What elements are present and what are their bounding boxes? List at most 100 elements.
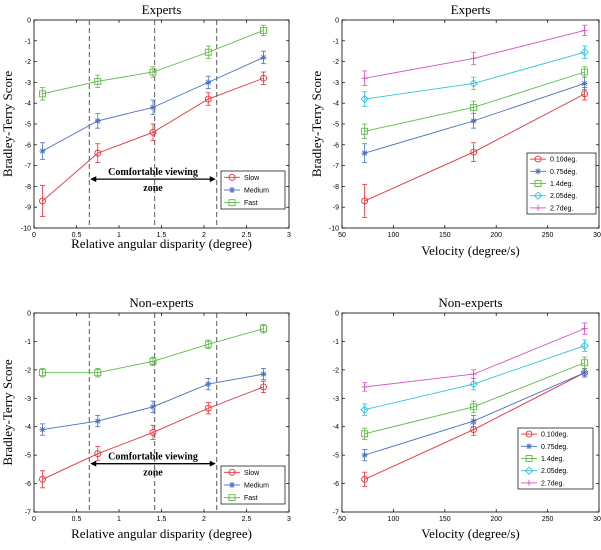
legend-marker <box>525 455 533 462</box>
data-point <box>94 418 101 425</box>
y-tick-label: 0 <box>27 311 31 318</box>
legend-label: 2.05deg. <box>550 193 577 200</box>
legend-marker <box>526 479 532 486</box>
y-axis-label: Bradley-Terry Score <box>0 359 15 466</box>
data-point <box>361 75 368 82</box>
y-tick-label: -6 <box>25 481 31 488</box>
data-point <box>94 369 102 377</box>
y-tick-label: -7 <box>25 163 31 170</box>
y-tick-label: -9 <box>333 205 339 212</box>
x-tick-label: 0.5 <box>72 516 82 523</box>
x-tick-label: 250 <box>542 516 554 523</box>
y-tick-label: -1 <box>25 339 31 346</box>
data-point <box>94 149 102 157</box>
x-tick-label: 1 <box>117 232 121 239</box>
data-point <box>260 26 267 34</box>
data-point <box>204 95 212 103</box>
annotation-text: zone <box>143 183 163 194</box>
y-tick-label: 0 <box>27 18 31 25</box>
data-point <box>94 117 101 124</box>
data-point <box>149 128 157 136</box>
y-tick-label: -8 <box>333 184 339 191</box>
series-0-10deg- <box>361 87 589 219</box>
data-point <box>580 48 589 57</box>
chart-title: Non-experts <box>129 295 193 310</box>
chart-panel-4: 50 100 150 200 250 300 -7 -6 -5 -4 -3 -2 -1 0 Non-expe… <box>333 295 601 541</box>
legend: Slow Medium Fast <box>220 465 286 505</box>
chart-panel-1: 0 0.5 1 1.5 2 2.5 3-10-9-8-7-6-5-4-3-2-10Exper… <box>0 2 291 251</box>
x-axis-label: Velocity (degree/s) <box>421 526 520 541</box>
data-point <box>581 359 589 367</box>
y-tick-label: -8 <box>25 184 31 191</box>
y-tick-label: -7 <box>333 510 339 517</box>
data-point <box>204 404 212 412</box>
annotation-arrowhead-left <box>90 176 97 183</box>
y-tick-label: -2 <box>25 59 31 66</box>
legend-label: 0.75deg. <box>541 444 568 451</box>
series-fast <box>39 323 267 378</box>
data-point <box>260 325 267 333</box>
y-tick-label: -1 <box>25 38 31 45</box>
x-axis-label: Relative angular disparity (degree) <box>71 236 252 251</box>
series-slow <box>39 71 267 217</box>
x-tick-label: 100 <box>388 516 400 523</box>
data-point <box>581 80 588 87</box>
chart-title: Experts <box>142 2 182 17</box>
x-tick-label: 150 <box>439 232 451 239</box>
y-tick-label: -2 <box>333 59 339 66</box>
y-axis-label: Bradley-Terry Score <box>0 71 15 178</box>
chart-panel-2: 50100150200250300-10-9-8-7-6-5-4-3-2-10E… <box>309 2 601 258</box>
data-point <box>94 450 102 458</box>
legend-marker <box>228 494 236 502</box>
x-tick-label: 100 <box>388 232 400 239</box>
legend-label: Fast <box>244 495 258 502</box>
data-point <box>581 27 588 34</box>
y-tick-label: -5 <box>25 122 31 129</box>
x-tick-label: 300 <box>593 516 601 523</box>
x-tick-label: 0.5 <box>72 232 82 239</box>
y-tick-label: -4 <box>333 424 339 431</box>
data-point <box>361 197 369 205</box>
data-point <box>361 475 369 483</box>
legend-label: Medium <box>244 483 269 490</box>
data-point <box>150 403 156 410</box>
x-tick-label: 1 <box>117 516 121 523</box>
legend: 0.10deg. 0.75deg. 1.4deg. 2.05deg. 2.7deg. <box>517 427 594 490</box>
legend-label: Medium <box>244 188 269 195</box>
legend-label: 2.7deg. <box>550 205 573 212</box>
x-tick-label: 150 <box>439 516 451 523</box>
y-tick-label: -4 <box>25 424 31 431</box>
series-2-7deg- <box>361 322 588 392</box>
series-medium <box>39 50 267 160</box>
y-tick-label: -5 <box>333 122 339 129</box>
series-medium <box>39 368 267 436</box>
y-tick-label: -6 <box>333 142 339 149</box>
series-line <box>42 29 264 95</box>
series-line <box>364 51 585 100</box>
data-point <box>470 55 477 62</box>
data-point <box>361 383 368 390</box>
y-tick-label: 0 <box>335 18 339 25</box>
chart-title: Non-experts <box>438 295 502 310</box>
x-tick-label: 3 <box>287 232 291 239</box>
legend-marker <box>525 430 533 438</box>
x-tick-label: 3 <box>287 516 291 523</box>
y-tick-label: -3 <box>333 80 339 87</box>
data-point <box>149 428 157 436</box>
data-point <box>581 325 588 332</box>
y-tick-label: -5 <box>333 453 339 460</box>
data-point <box>205 381 212 388</box>
x-tick-label: 1.5 <box>157 516 167 523</box>
series-2-05deg- <box>360 339 589 416</box>
chart-panel-3: 0 0.5 1 1.5 2 2.5 3 -7 -6 -5 -4 -3 -2 -1 0 Non-experts R… <box>0 295 291 541</box>
y-tick-label: -3 <box>25 80 31 87</box>
data-point <box>94 77 102 85</box>
x-tick-label: 0 <box>32 232 36 239</box>
data-point <box>39 148 46 155</box>
annotation-arrowhead-right <box>209 176 216 183</box>
y-tick-label: -1 <box>333 38 339 45</box>
legend-marker <box>229 187 235 193</box>
legend-marker <box>524 466 534 475</box>
y-tick-label: -3 <box>333 396 339 403</box>
data-point <box>360 94 369 104</box>
